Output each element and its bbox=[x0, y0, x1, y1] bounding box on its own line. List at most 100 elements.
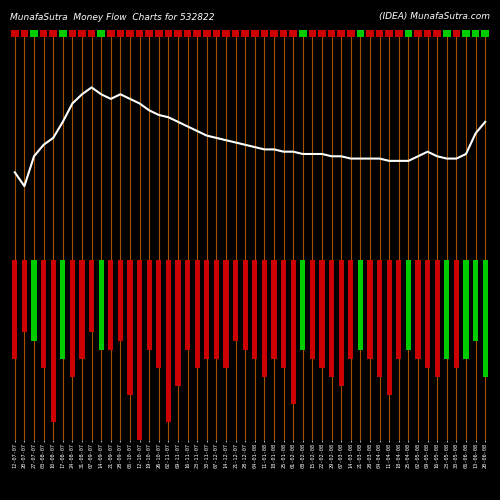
Bar bbox=[280, 30, 287, 36]
Bar bbox=[308, 30, 316, 36]
Bar bbox=[424, 30, 432, 36]
Bar bbox=[462, 30, 470, 36]
Bar bbox=[366, 30, 374, 36]
Bar bbox=[70, 260, 75, 377]
Bar bbox=[406, 260, 411, 350]
Bar bbox=[78, 30, 86, 36]
Bar bbox=[12, 260, 18, 359]
Bar bbox=[262, 260, 267, 377]
Bar bbox=[126, 30, 134, 36]
Bar bbox=[116, 30, 124, 36]
Bar bbox=[416, 260, 420, 359]
Bar bbox=[137, 260, 142, 500]
Bar bbox=[482, 260, 488, 377]
Bar bbox=[174, 30, 182, 36]
Bar bbox=[452, 30, 460, 36]
Bar bbox=[233, 260, 238, 341]
Bar bbox=[386, 260, 392, 395]
Bar bbox=[136, 30, 143, 36]
Bar bbox=[32, 260, 36, 341]
Bar bbox=[108, 260, 114, 350]
Bar bbox=[338, 30, 345, 36]
Bar bbox=[290, 30, 297, 36]
Bar bbox=[30, 30, 38, 36]
Bar bbox=[98, 30, 105, 36]
Text: (IDEA) MunafaSutra.com: (IDEA) MunafaSutra.com bbox=[379, 12, 490, 22]
Bar bbox=[386, 30, 393, 36]
Bar bbox=[310, 260, 315, 359]
Bar bbox=[251, 30, 258, 36]
Bar bbox=[473, 260, 478, 341]
Bar bbox=[328, 30, 336, 36]
Bar bbox=[176, 260, 180, 386]
Bar bbox=[358, 260, 363, 350]
Bar bbox=[194, 260, 200, 368]
Bar bbox=[204, 260, 210, 359]
Bar bbox=[482, 30, 489, 36]
Bar bbox=[166, 260, 171, 422]
Bar bbox=[50, 30, 57, 36]
Bar bbox=[270, 30, 278, 36]
Bar bbox=[272, 260, 276, 359]
Bar bbox=[184, 30, 192, 36]
Bar bbox=[146, 30, 153, 36]
Bar bbox=[318, 30, 326, 36]
Bar bbox=[185, 260, 190, 350]
Bar bbox=[59, 30, 66, 36]
Bar bbox=[222, 30, 230, 36]
Bar bbox=[329, 260, 334, 377]
Bar bbox=[444, 260, 450, 359]
Bar bbox=[347, 30, 354, 36]
Bar bbox=[68, 30, 76, 36]
Bar bbox=[404, 30, 412, 36]
Bar bbox=[260, 30, 268, 36]
Bar bbox=[41, 260, 46, 368]
Bar bbox=[290, 260, 296, 404]
Bar bbox=[396, 260, 402, 359]
Bar bbox=[118, 260, 123, 341]
Bar bbox=[60, 260, 66, 359]
Bar bbox=[242, 260, 248, 350]
Bar bbox=[88, 30, 96, 36]
Bar bbox=[89, 260, 94, 332]
Bar bbox=[464, 260, 468, 359]
Bar bbox=[348, 260, 354, 359]
Bar bbox=[425, 260, 430, 368]
Bar bbox=[300, 260, 306, 350]
Bar bbox=[232, 30, 239, 36]
Bar bbox=[98, 260, 104, 350]
Bar bbox=[252, 260, 258, 359]
Text: MunafaSutra  Money Flow  Charts for 532822: MunafaSutra Money Flow Charts for 532822 bbox=[10, 12, 214, 22]
Bar bbox=[443, 30, 450, 36]
Bar bbox=[22, 260, 27, 332]
Bar bbox=[281, 260, 286, 368]
Bar bbox=[356, 30, 364, 36]
Bar bbox=[128, 260, 132, 395]
Bar bbox=[194, 30, 201, 36]
Bar bbox=[434, 30, 441, 36]
Bar bbox=[146, 260, 152, 350]
Bar bbox=[20, 30, 28, 36]
Bar bbox=[395, 30, 402, 36]
Bar bbox=[377, 260, 382, 377]
Bar bbox=[320, 260, 324, 368]
Bar bbox=[338, 260, 344, 386]
Bar bbox=[299, 30, 306, 36]
Bar bbox=[414, 30, 422, 36]
Bar bbox=[107, 30, 114, 36]
Bar bbox=[50, 260, 56, 422]
Bar bbox=[454, 260, 459, 368]
Bar bbox=[80, 260, 84, 359]
Bar bbox=[214, 260, 219, 359]
Bar bbox=[155, 30, 162, 36]
Bar bbox=[224, 260, 228, 368]
Bar bbox=[472, 30, 480, 36]
Bar bbox=[212, 30, 220, 36]
Bar bbox=[164, 30, 172, 36]
Bar bbox=[11, 30, 18, 36]
Bar bbox=[40, 30, 48, 36]
Bar bbox=[376, 30, 384, 36]
Bar bbox=[242, 30, 249, 36]
Bar bbox=[156, 260, 162, 368]
Bar bbox=[203, 30, 210, 36]
